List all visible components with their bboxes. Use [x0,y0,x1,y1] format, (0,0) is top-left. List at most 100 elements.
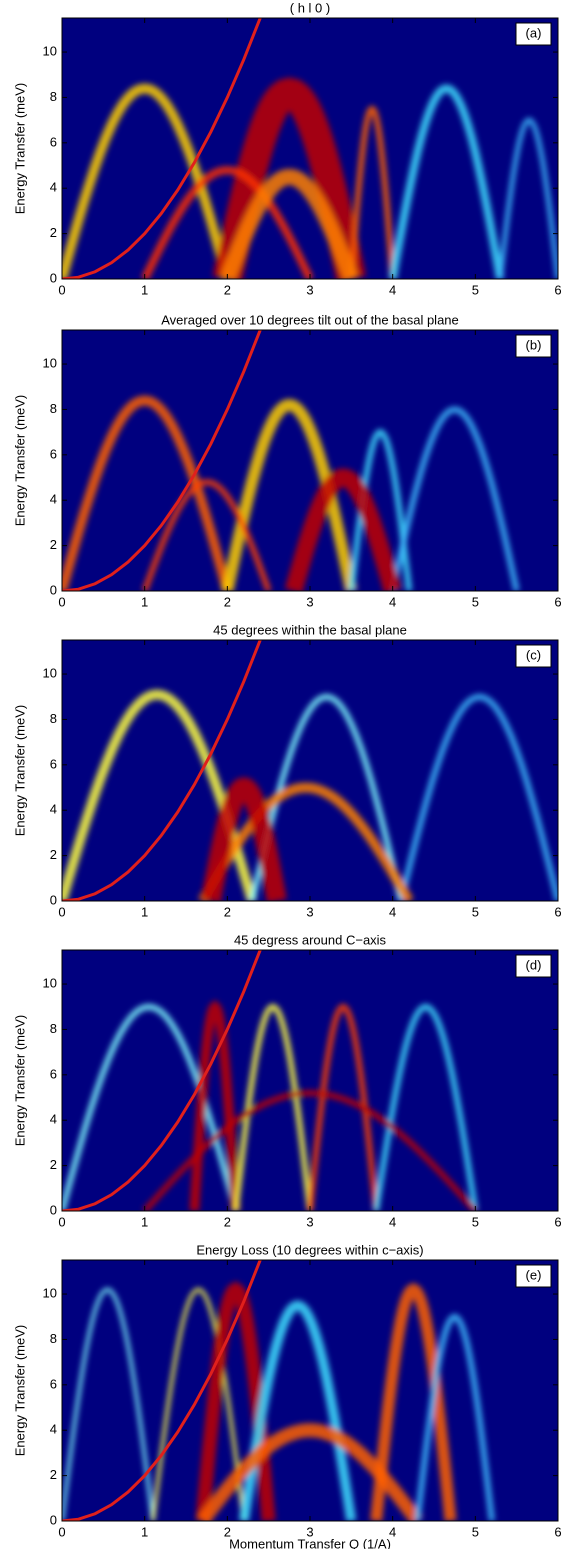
x-tick-label: 6 [554,1214,561,1229]
feature [497,117,558,279]
feature [373,1003,479,1211]
y-axis-label: Energy Transfer (meV) [12,83,27,215]
annotation-box [515,334,552,358]
panel: 0 1 2 3 4 5 6 0 2 4 6 8 10 45 degress around C−axis (d… [12,932,561,1229]
y-tick-label: 8 [50,89,57,104]
y-tick-label: 6 [50,1066,57,1081]
y-tick-label: 4 [50,1422,57,1437]
y-axis-label: Energy Transfer (meV) [12,705,27,837]
feature [232,1003,313,1211]
y-tick-label: 10 [43,355,57,370]
feature [195,1281,276,1521]
lines [62,640,262,901]
chart-title: 45 degress around C−axis [234,932,387,947]
feature [62,689,257,901]
heatmap-features [62,689,558,901]
x-tick-label: 5 [472,1524,479,1539]
curve [62,330,262,591]
x-tick-label: 2 [224,1524,231,1539]
x-tick-label: 0 [58,282,65,297]
x-tick-label: 0 [58,904,65,919]
feature [397,693,558,901]
y-tick-label: 2 [50,1467,57,1482]
x-tick-label: 0 [58,594,65,609]
y-tick-label: 8 [50,401,57,416]
y-tick-label: 4 [50,492,57,507]
y-tick-label: 0 [50,1512,57,1527]
y-axis-label: Energy Transfer (meV) [12,1325,27,1457]
x-tick-label: 2 [224,594,231,609]
y-tick-label: 6 [50,134,57,149]
y-tick-label: 10 [43,665,57,680]
feature [389,406,520,591]
x-tick-label: 5 [472,1214,479,1229]
y-tick-label: 10 [43,43,57,58]
panel: 0 1 2 3 4 5 6 0 2 4 6 8 10 Energy Loss (10 degrees wi… [12,1242,561,1549]
feature [189,1000,241,1211]
x-tick-label: 6 [554,282,561,297]
feature [212,77,366,279]
y-tick-label: 6 [50,446,57,461]
x-tick-label: 1 [141,1214,148,1229]
annotation-box [515,22,552,46]
x-tick-label: 3 [306,282,313,297]
feature [142,1089,478,1211]
y-tick-label: 2 [50,225,57,240]
x-tick-label: 3 [306,904,313,919]
y-tick-label: 2 [50,537,57,552]
x-tick-label: 6 [554,1524,561,1539]
heatmap-features [62,395,520,591]
feature [198,782,414,901]
x-tick-label: 5 [472,904,479,919]
curve [62,640,262,901]
feature [196,1423,424,1521]
x-tick-label: 2 [224,1214,231,1229]
feature [219,168,359,279]
feature [388,84,505,279]
x-tick-label: 4 [389,1524,396,1539]
annotation: (a) [526,25,542,40]
y-tick-label: 10 [43,1285,57,1300]
x-tick-label: 0 [58,1524,65,1539]
y-tick-label: 6 [50,756,57,771]
feature [62,1003,239,1211]
chart-title: Averaged over 10 degrees tilt out of the… [161,312,459,327]
feature [62,395,233,591]
lines [62,330,262,591]
annotation-box [515,644,552,668]
x-tick-label: 4 [389,594,396,609]
feature [141,479,272,591]
y-tick-label: 0 [50,582,57,597]
y-tick-label: 10 [43,975,57,990]
annotation: (b) [526,337,542,352]
y-tick-label: 0 [50,1202,57,1217]
x-tick-label: 2 [224,282,231,297]
panel: 0 1 2 3 4 5 6 0 2 4 6 8 10 45 degrees within the basa… [12,622,561,919]
x-tick-label: 3 [306,1524,313,1539]
panel: 0 1 2 3 4 5 6 0 2 4 6 8 10 Averaged over 10 degrees t… [12,312,561,609]
annotation: (e) [526,1267,542,1282]
feature [238,1300,357,1521]
chart-title: Energy Loss (10 degrees within c−axis) [196,1242,423,1257]
x-tick-label: 3 [306,1214,313,1229]
annotation: (d) [526,957,542,972]
feature [370,1282,457,1521]
y-tick-label: 0 [50,892,57,907]
x-tick-label: 6 [554,904,561,919]
heatmap-features [62,1000,479,1211]
lines [62,950,262,1211]
annotation-box [515,954,552,978]
lines [62,18,262,279]
feature [200,777,287,901]
curve [62,18,262,279]
x-tick-label: 1 [141,594,148,609]
y-tick-label: 2 [50,1157,57,1172]
y-tick-label: 8 [50,711,57,726]
y-tick-label: 4 [50,1112,57,1127]
lines [62,1260,262,1521]
x-tick-label: 2 [224,904,231,919]
feature [414,1313,495,1521]
heatmap-features [62,1281,495,1521]
x-tick-label: 1 [141,904,148,919]
